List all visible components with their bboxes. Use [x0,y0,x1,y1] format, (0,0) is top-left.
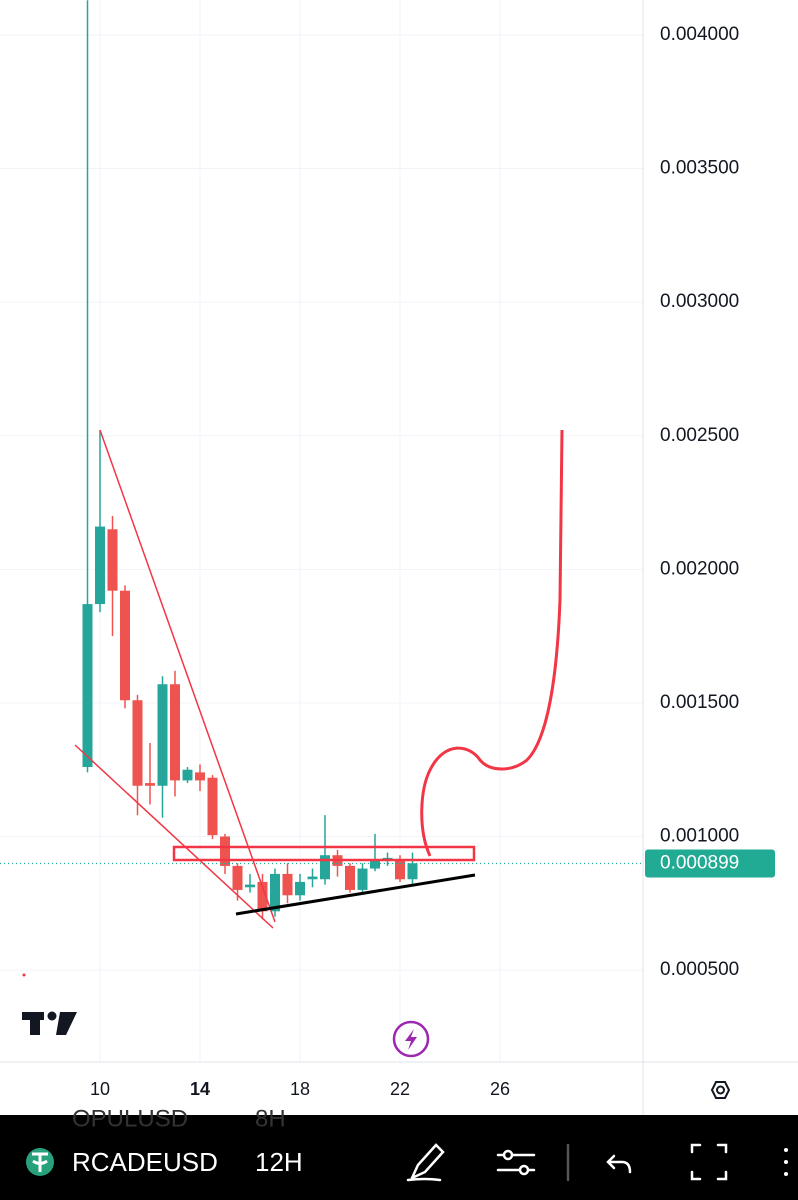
settings-icon[interactable] [710,1081,731,1099]
y-tick-label: 0.001500 [660,692,739,713]
interval[interactable]: 12H [255,1147,303,1177]
x-tick-label: 14 [190,1079,210,1099]
projection-curve [420,429,564,857]
x-tick-label: 26 [490,1079,510,1099]
candle-body [182,769,193,781]
tether-icon [26,1148,54,1176]
y-tick-label: 0.004000 [660,24,739,45]
x-tick-label: 10 [90,1079,110,1099]
toolbar-icons [406,1143,728,1182]
candle-body [232,865,243,890]
y-tick-label: 0.003500 [660,158,739,179]
y-tick-label: 0.001000 [660,826,739,847]
x-tick-label: 22 [390,1079,410,1099]
support-line [235,873,476,916]
x-tick-label: 18 [290,1079,310,1099]
candle-body [95,526,105,605]
more-icon[interactable] [784,1148,788,1152]
candle-body [245,884,255,888]
candle-body [270,873,280,912]
trend-line [99,429,276,923]
candle-body [120,590,130,701]
candle-body [282,873,293,896]
indicators-knob [518,1164,530,1176]
candle-body [220,836,230,866]
candle-body [307,876,318,880]
ghost-symbol: OPULUSD [72,1105,188,1132]
toolbar [0,1115,798,1200]
trend-line [74,744,274,929]
symbol[interactable]: RCADEUSD [72,1147,218,1177]
candle-body [132,700,143,786]
drawings [22,429,564,977]
candle-body [145,783,155,786]
candle-body [157,684,168,786]
candle-body [320,855,330,880]
candle-body [207,777,218,836]
resistance-box [172,845,476,862]
y-tick-label: 0.000500 [660,959,739,980]
last-price-label: 0.000899 [660,853,739,874]
candle-body [82,604,93,768]
ghost-interval: 8H [255,1105,286,1132]
candle-body [195,772,205,781]
indicators-knob [502,1149,514,1161]
candle-body [107,529,118,591]
undo-icon[interactable] [606,1154,632,1174]
y-tick-label: 0.002000 [660,558,739,579]
y-tick-label: 0.003000 [660,291,739,312]
axes: 0.000500 0.001000 0.001500 0.002000 0.002500… [0,24,775,1099]
y-tick-label: 0.002500 [660,425,739,446]
tv-logo [22,1011,77,1035]
dot [22,973,26,977]
candle-body [345,865,355,890]
more-icon [784,1172,788,1176]
candle-body [357,868,368,890]
more-icon [784,1160,788,1164]
candle-body [295,881,305,896]
candle-body [395,860,405,880]
candle-body [257,881,268,912]
draw-icon[interactable] [406,1143,445,1182]
candles [82,0,418,920]
candle-body [407,863,418,880]
fullscreen-icon[interactable] [690,1143,728,1181]
last-price-box [645,849,775,878]
lightning-icon[interactable] [392,1020,430,1058]
candle-body [170,684,180,781]
candle-body [370,860,380,869]
